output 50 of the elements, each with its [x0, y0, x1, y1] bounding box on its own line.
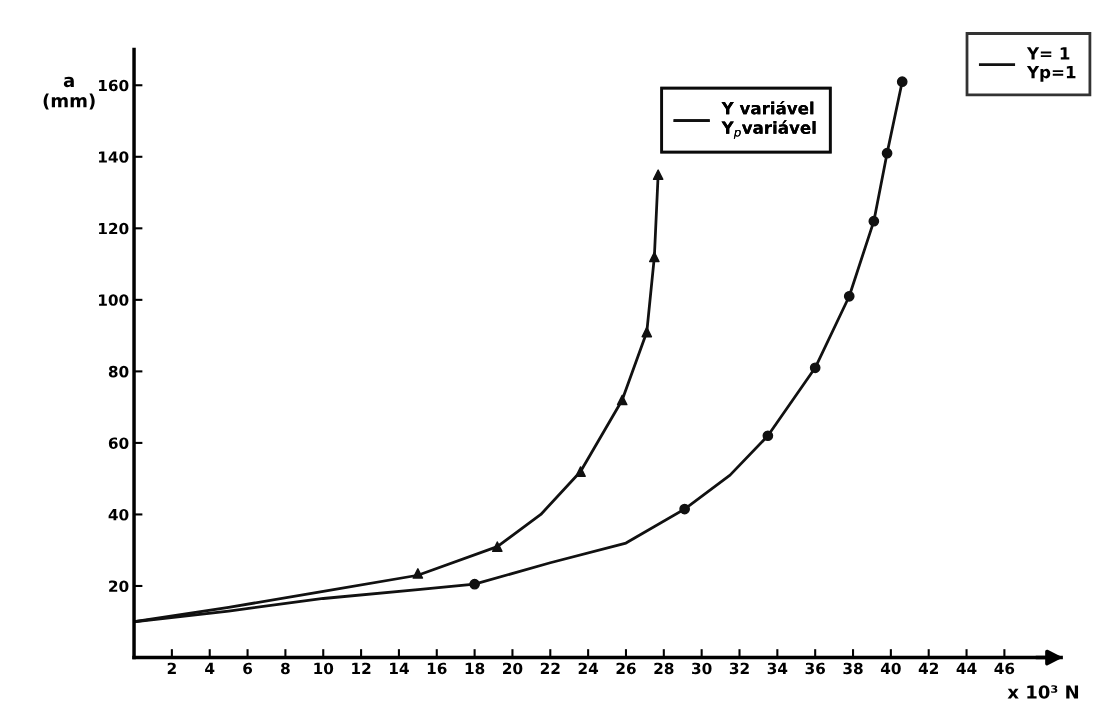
x-tick-label: 34 [767, 662, 788, 675]
x-axis-title: x 10³ N [1007, 685, 1079, 699]
x-tick-label: 40 [880, 662, 901, 675]
x-tick-label: 42 [918, 662, 939, 674]
y-tick-label: 140 [99, 151, 129, 163]
point [762, 430, 774, 442]
x-tick-label: 46 [994, 662, 1015, 675]
x-tick-label: 12 [352, 662, 371, 674]
point [896, 76, 908, 88]
x-tick-label: 24 [578, 662, 599, 674]
x-tick-label: 36 [805, 662, 825, 675]
point [469, 578, 480, 590]
x-tick-label: 2 [167, 662, 176, 674]
legend-label: Y variável Y$_{p}$variável [721, 100, 816, 139]
y-tick-label: 20 [109, 580, 129, 592]
y-tick-label: 120 [99, 222, 129, 235]
y-tick-label: 40 [108, 508, 129, 521]
x-tick-label: 38 [843, 662, 863, 675]
x-tick-label: 6 [243, 662, 253, 675]
x-tick-label: 18 [465, 662, 485, 675]
x-tick-label: 30 [692, 662, 712, 675]
point [868, 215, 880, 227]
point [616, 394, 628, 406]
point [809, 362, 821, 374]
x-tick-label: 8 [281, 662, 290, 675]
point [412, 568, 424, 579]
x-tick-label: 44 [956, 662, 977, 674]
x-tick-label: 22 [540, 662, 560, 674]
x-tick-label: 28 [654, 662, 674, 675]
point [652, 169, 664, 181]
point [575, 466, 586, 477]
y-tick-label: 100 [99, 294, 129, 306]
point [881, 147, 893, 159]
x-tick-label: 20 [503, 662, 523, 675]
y-axis-title: a (mm) [43, 76, 95, 110]
legend-label: Y= 1 Yp=1 [1026, 47, 1076, 82]
point [491, 541, 503, 552]
x-tick-label: 4 [205, 662, 215, 674]
point [679, 503, 690, 515]
point [641, 326, 653, 338]
x-tick-label: 32 [729, 662, 749, 675]
x-tick-label: 26 [616, 662, 636, 675]
y-tick-label: 60 [108, 437, 129, 449]
x-tick-label: 10 [314, 662, 334, 675]
point [843, 290, 855, 302]
x-tick-label: 14 [390, 662, 409, 674]
y-tick-label: 160 [99, 79, 129, 92]
x-tick-label: 16 [427, 662, 447, 675]
y-tick-label: 80 [108, 365, 129, 378]
point [649, 251, 660, 263]
